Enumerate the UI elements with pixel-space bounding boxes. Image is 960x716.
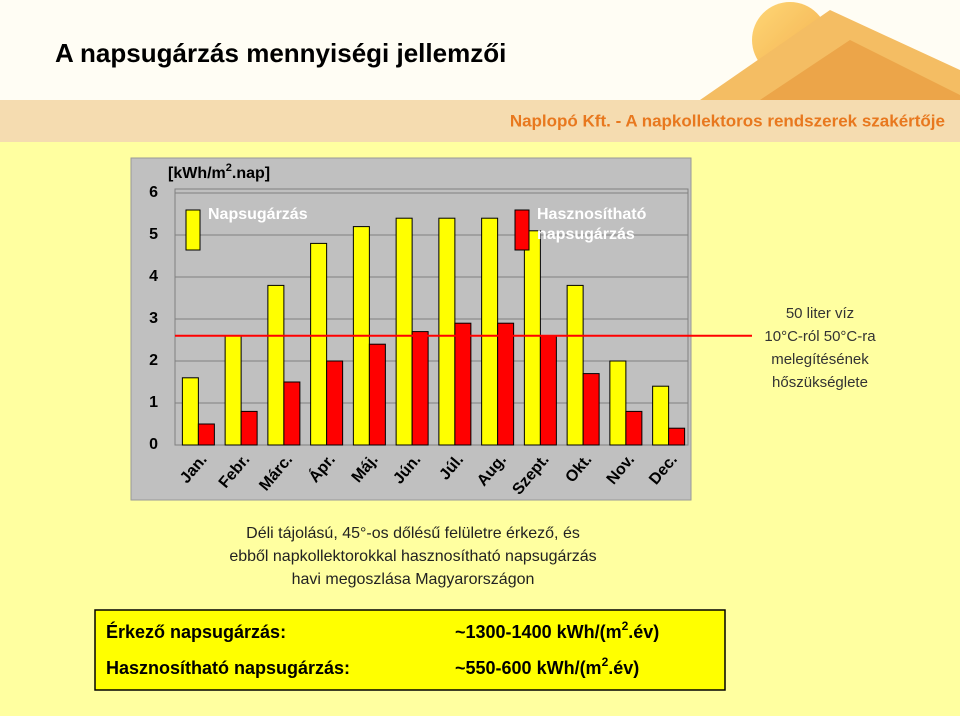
value-after: .év) (628, 622, 659, 642)
bar (582, 373, 600, 446)
plot-area (174, 188, 689, 446)
legend-label: Napsugárzás (208, 206, 308, 223)
caption-line: havi megoszlása Magyarországon (292, 571, 535, 588)
value-after: .év) (608, 658, 639, 678)
bar (625, 410, 643, 446)
reference-label: hőszükséglete (772, 374, 868, 391)
slide-title: A napsugárzás mennyiségi jellemzői (55, 38, 506, 68)
y-tick-label: 2 (149, 352, 158, 369)
company-band (0, 100, 960, 142)
unit-after: .nap] (232, 165, 270, 182)
value-sup: 2 (622, 619, 629, 633)
bar (368, 343, 386, 446)
y-tick-label: 3 (149, 310, 158, 327)
logo (700, 2, 960, 100)
bar (652, 385, 670, 446)
value-text: ~1300-1400 kWh/(m (455, 622, 622, 642)
bar (566, 284, 584, 446)
legend-text: Hasznosítható napsugárzás (537, 206, 647, 243)
summary-value: ~550-600 kWh/(m2.év) (455, 655, 639, 678)
y-tick-label: 1 (149, 394, 158, 411)
bar (539, 335, 557, 446)
y-tick-label: 5 (149, 226, 158, 243)
summary-label: Hasznosítható napsugárzás: (106, 658, 350, 678)
bar (395, 217, 413, 446)
bar (181, 377, 199, 446)
legend-label: Hasznosítható napsugárzás (537, 206, 647, 243)
caption-line: Déli tájolású, 45°-os dőlésű felületre é… (246, 525, 580, 542)
legend-swatch (514, 209, 530, 251)
value-text: ~550-600 kWh/(m (455, 658, 602, 678)
bar (197, 423, 215, 446)
bar (454, 322, 472, 446)
summary-label: Érkező napsugárzás: (106, 621, 286, 642)
value-sup: 2 (602, 655, 609, 669)
summary-value: ~1300-1400 kWh/(m2.év) (455, 619, 659, 642)
bar (668, 427, 686, 446)
bar (240, 410, 258, 446)
company-line: Naplopó Kft. - A napkollektoros rendszer… (510, 111, 945, 130)
bar (283, 381, 301, 446)
reference-label: 50 liter víz (786, 305, 854, 322)
unit-label: [kWh/m2.nap] (168, 162, 270, 182)
unit-sup: 2 (226, 162, 232, 174)
bar (481, 217, 499, 446)
bar (310, 242, 328, 446)
legend-swatch (185, 209, 201, 251)
bar (267, 284, 285, 446)
legend-text: Napsugárzás (208, 206, 308, 223)
reference-label: 10°C-ról 50°C-ra (764, 328, 876, 345)
y-tick-label: 0 (149, 436, 158, 453)
bar (224, 335, 242, 446)
bar (411, 331, 429, 446)
unit-text: [kWh/m (168, 165, 226, 182)
summary-box: Érkező napsugárzás: ~1300-1400 kWh/(m2.év… (94, 609, 726, 691)
reference-label: melegítésének (771, 351, 869, 368)
bar (497, 322, 515, 446)
y-tick-label: 4 (149, 268, 158, 285)
bar (609, 360, 627, 446)
caption-line: ebből napkollektorokkal hasznosítható na… (229, 548, 596, 565)
bar (438, 217, 456, 446)
bar (523, 230, 541, 446)
bar (326, 360, 344, 446)
y-tick-label: 6 (149, 184, 158, 201)
